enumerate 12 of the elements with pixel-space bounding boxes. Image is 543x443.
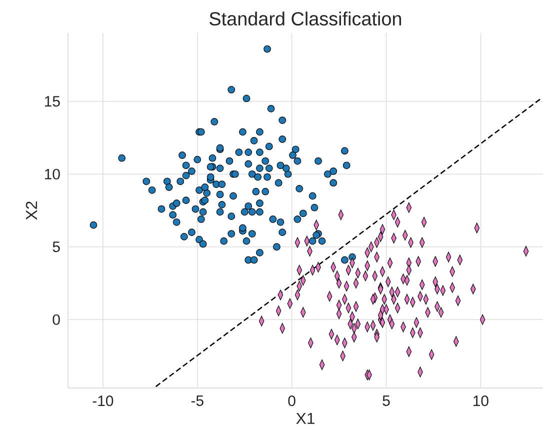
y-tick-label: 15 — [45, 96, 60, 107]
y-tick-label: 10 — [45, 168, 60, 180]
chart-title: Standard Classification — [210, 12, 402, 26]
y-axis-title: X2 — [26, 202, 38, 220]
x-tick-label: 0 — [288, 396, 296, 406]
y-tick-label: 5 — [52, 242, 60, 252]
x-tick-label: 5 — [382, 396, 390, 406]
x-axis-title: X1 — [296, 412, 314, 424]
x-tick-label: -10 — [92, 396, 114, 406]
x-tick-label: -5 — [191, 396, 204, 406]
x-tick-label: 10 — [474, 396, 488, 406]
y-tick-label: 0 — [52, 314, 60, 325]
